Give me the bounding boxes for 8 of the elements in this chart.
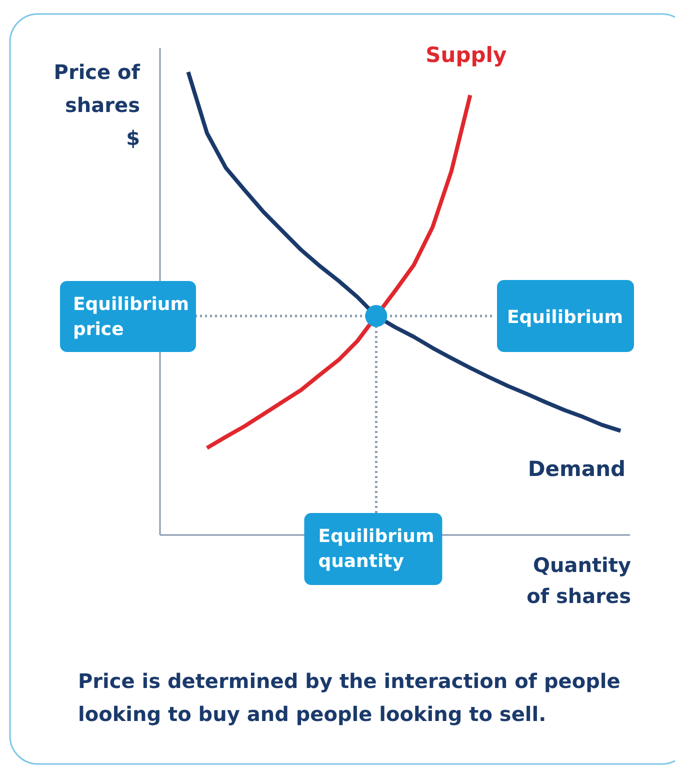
x-axis-title: Quantity of shares — [526, 553, 631, 608]
annotation: Equilibrium quantity — [318, 526, 434, 572]
text: Price is determined by the interaction of people looking to buy and people looking to sell. — [78, 669, 620, 726]
y-axis-title: Price of shares $ — [54, 60, 140, 150]
series-label: Demand — [528, 456, 626, 481]
annotation: Equilibrium — [506, 307, 624, 328]
series-label: Supply — [426, 43, 508, 68]
ref-line-label: Equilibrium price — [73, 294, 190, 340]
